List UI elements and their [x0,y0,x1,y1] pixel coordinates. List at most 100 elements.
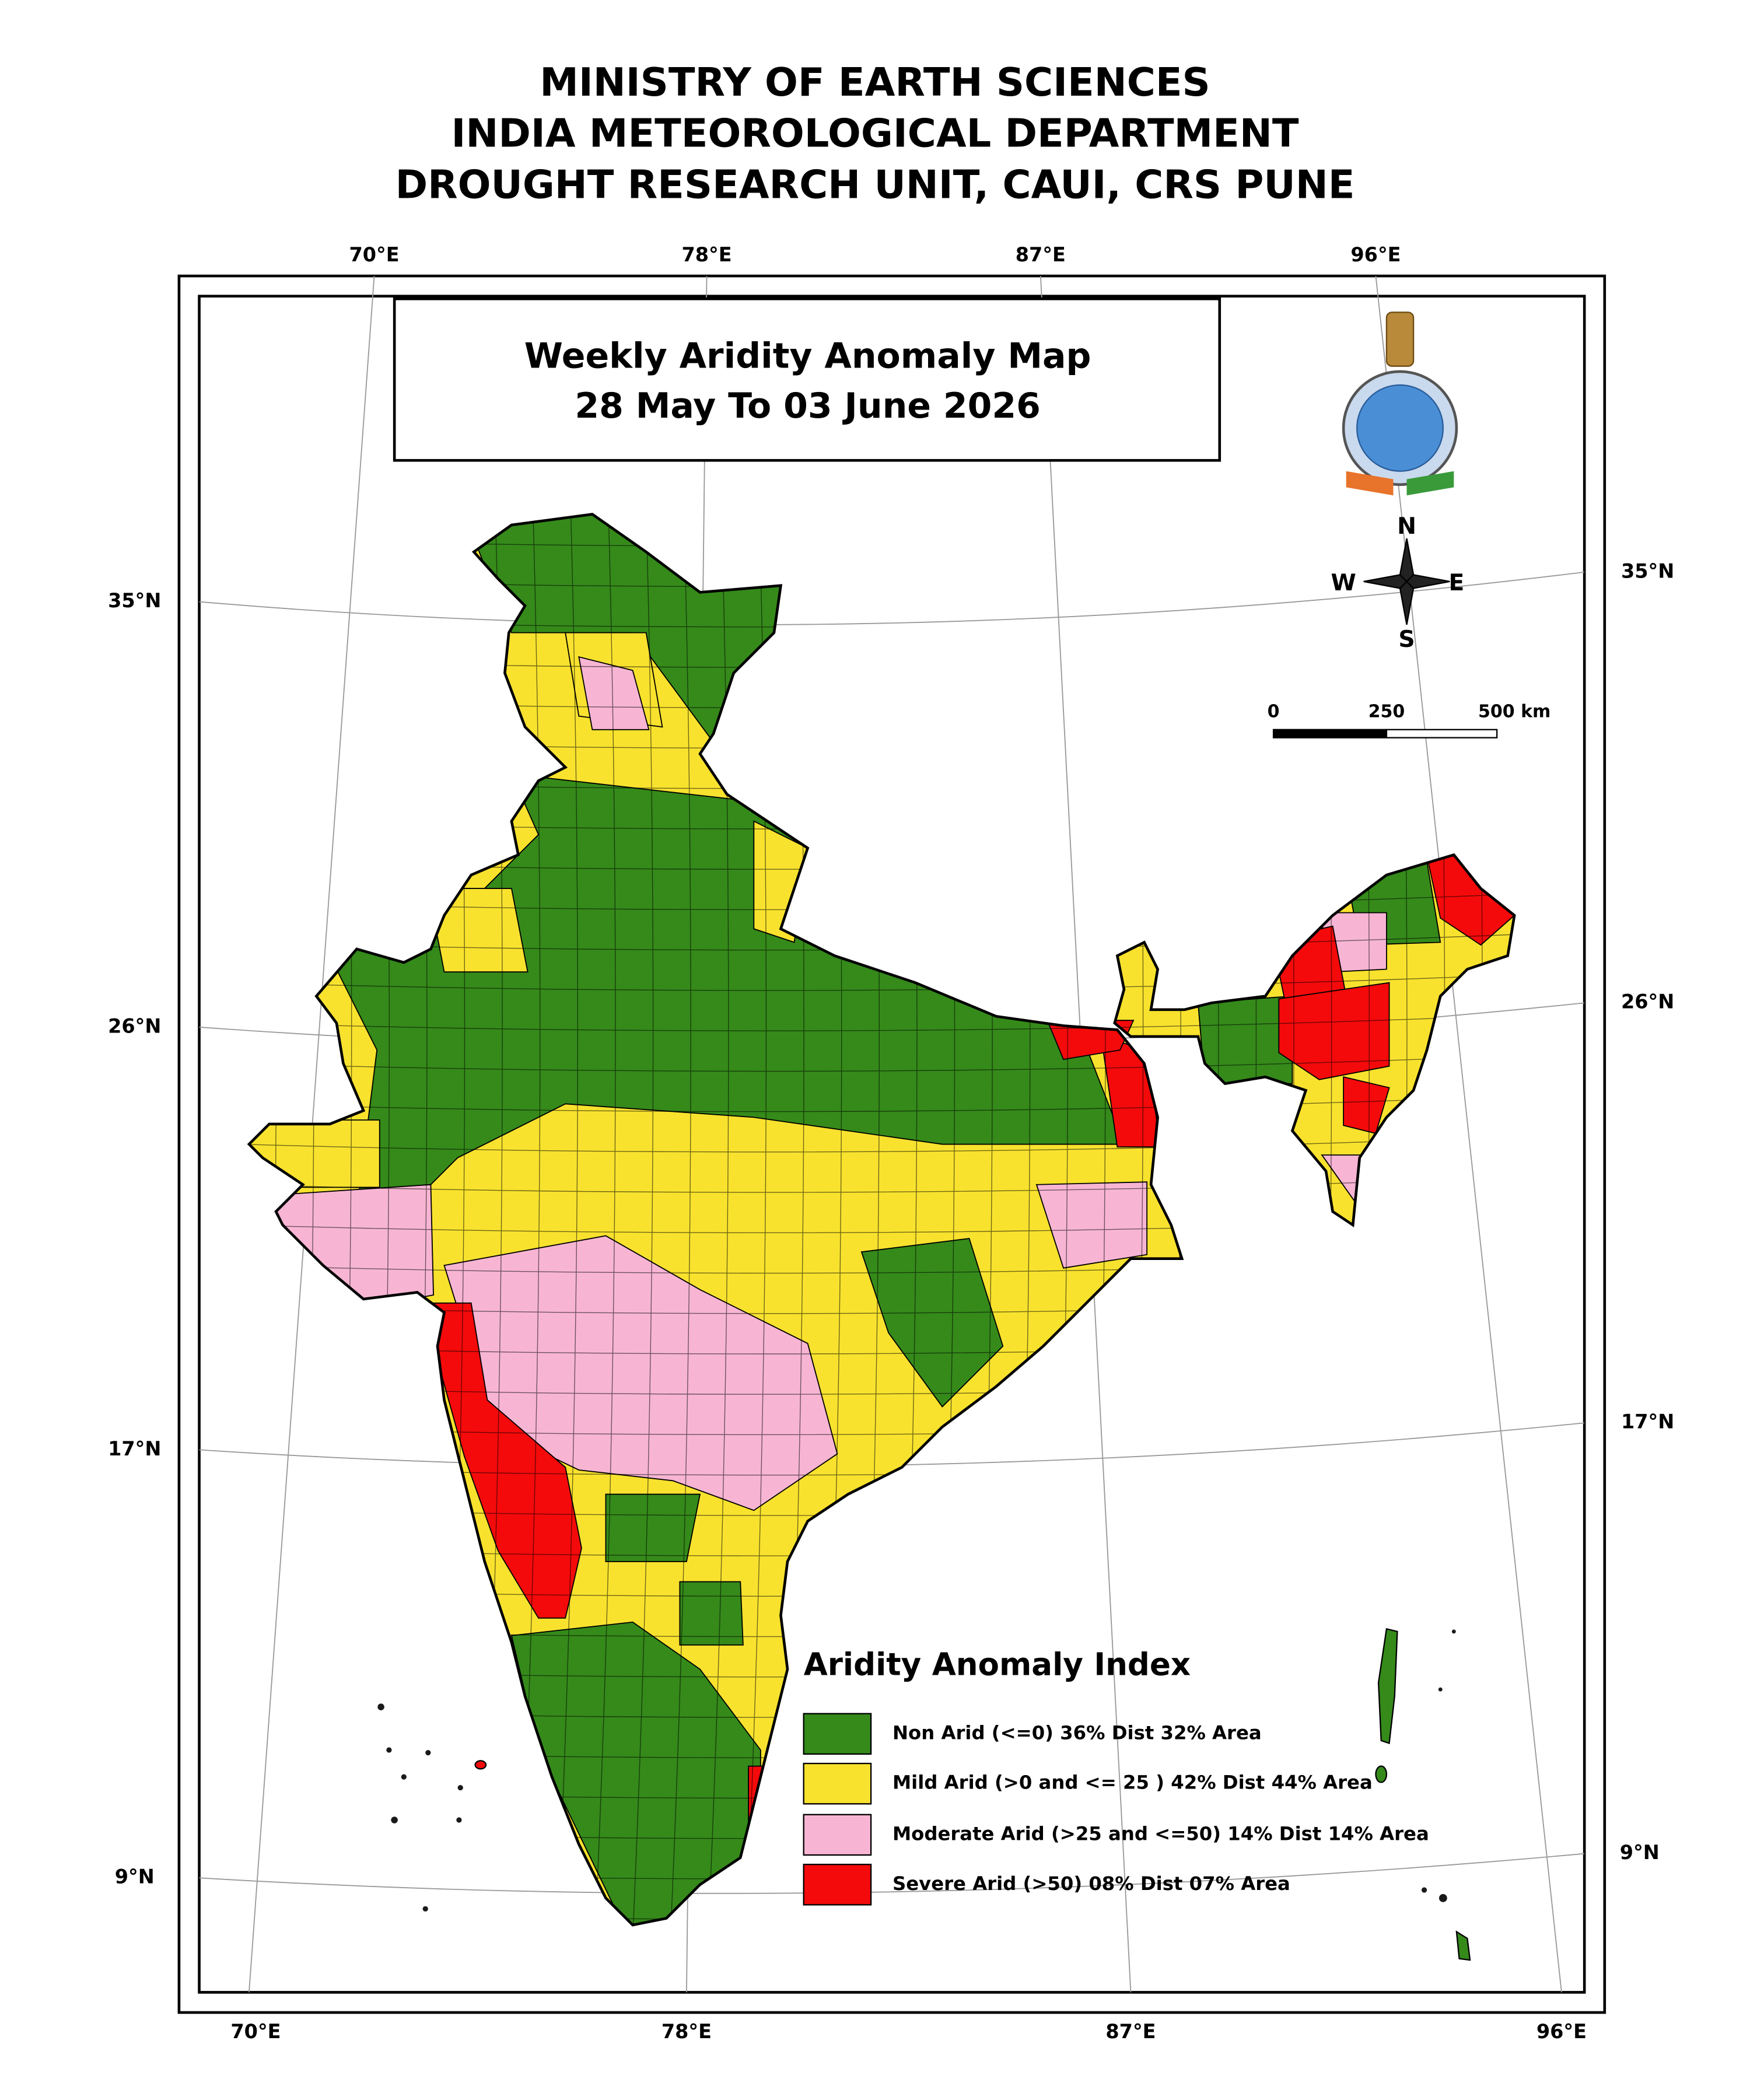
district-boundary [249,1741,1515,1758]
district-boundary [1311,514,1332,1925]
district-boundary [249,1903,1515,1920]
compass: N S W E [1331,513,1464,653]
graticule-label: 96°E [1350,243,1401,266]
graticule-label: 70°E [349,243,399,266]
compass-n: N [1397,513,1416,540]
legend: Aridity Anomaly Index Non Arid (<=0) 36%… [803,1647,1429,1906]
legend-title: Aridity Anomaly Index [804,1647,1191,1683]
district-boundary [249,1580,1515,1597]
district-boundary [249,1014,1515,1031]
compass-w: W [1331,570,1356,596]
imd-emblem [1342,312,1458,496]
legend-label: Moderate Arid (>25 and <=50) 14% Dist 14… [892,1822,1429,1845]
aridity-region [679,1581,744,1646]
district-boundary [249,893,1515,911]
graticule-label: 96°E [1536,2020,1587,2043]
graticule-label: 9°N [115,1866,155,1888]
legend-swatch [803,1713,872,1755]
islands [377,1628,1471,1961]
district-boundary [249,611,1515,628]
island [1421,1887,1427,1893]
legend-label: Severe Arid (>50) 08% Dist 07% Area [892,1873,1290,1895]
legend-label: Non Arid (<=0) 36% Dist 32% Area [892,1721,1262,1744]
district-boundary [249,1055,1515,1072]
aridity-region [433,1302,582,1619]
aridity-region [578,656,650,730]
emblem-globe [1356,384,1444,472]
island [391,1817,398,1824]
header-line: MINISTRY OF EARTH SCIENCES [540,60,1210,105]
scale-segment [1272,729,1388,738]
aridity-region [753,820,808,943]
aridity-region [1035,1181,1148,1269]
district-boundary [249,1620,1515,1637]
island [1375,1765,1388,1783]
legend-label: Mild Arid (>0 and <= 25 ) 42% Dist 44% A… [892,1772,1373,1794]
parallel [199,1853,1585,1894]
scale-label: 250 [1368,701,1405,722]
district-boundary [249,691,1515,708]
island [457,1785,463,1791]
compass-star [1363,538,1450,625]
district-boundary [1461,514,1483,1925]
district-boundary [249,813,1515,830]
aridity-region [1278,982,1390,1080]
island [386,1747,392,1753]
district-boundary [255,514,277,1925]
graticule-label: 78°E [681,243,732,266]
island [474,1760,487,1770]
graticule-label: 9°N [1620,1841,1660,1864]
scale-label: 0 [1268,701,1280,722]
inner-frame [198,295,1586,1994]
aridity-region [860,1238,1004,1408]
graticule-label: 87°E [1016,243,1066,266]
legend-swatch [803,1814,872,1856]
graticule-label: 87°E [1105,2020,1156,2043]
district-boundary [249,651,1515,668]
district-boundary [249,530,1515,547]
district-boundary [1273,514,1294,1925]
island [1455,1930,1471,1961]
parallel [199,571,1585,625]
district-boundary [249,1863,1515,1880]
island [456,1817,462,1823]
graticule-labels: 70°E 78°E 87°E 96°E 70°E 78°E 87°E 96°E 35°N 26°N… [108,243,1674,2043]
district-boundary [249,1136,1515,1153]
district-boundary [1499,514,1515,1925]
aridity-region [605,1493,701,1562]
outer-frame [177,274,1606,2014]
title-box [393,297,1222,462]
scale-segment [1385,729,1498,738]
graticule-label: 17°N [1621,1410,1674,1433]
island [422,1906,428,1912]
compass-e: E [1449,570,1465,596]
compass-s: S [1398,626,1415,653]
district-boundary [1423,514,1446,1925]
header-line: INDIA METEOROLOGICAL DEPARTMENT [451,111,1298,156]
graticule-label: 17°N [108,1437,161,1460]
emblem-lion [1385,312,1415,367]
graticule-label: 70°E [230,2020,281,2043]
graticule-label: 35°N [1621,559,1674,582]
island [1438,1687,1443,1692]
scale-label: 500 km [1478,701,1550,722]
district-boundary [249,772,1515,789]
district-boundary [249,1095,1515,1112]
island [425,1750,431,1756]
district-boundary [249,974,1515,991]
district-boundary [249,570,1515,587]
district-boundary [249,1539,1515,1556]
graticule-label: 35°N [108,589,161,612]
island [1451,1629,1456,1634]
district-boundary [632,514,654,1925]
district-boundary [249,1701,1515,1718]
graticule-label: 26°N [108,1014,161,1037]
map-title: Weekly Aridity Anomaly Map [524,335,1091,376]
aridity-region [427,888,528,973]
graticule-label: 26°N [1621,991,1674,1013]
district-boundary [670,514,691,1925]
map-subtitle: 28 May To 03 June 2026 [575,386,1041,426]
district-boundary [249,1499,1515,1516]
